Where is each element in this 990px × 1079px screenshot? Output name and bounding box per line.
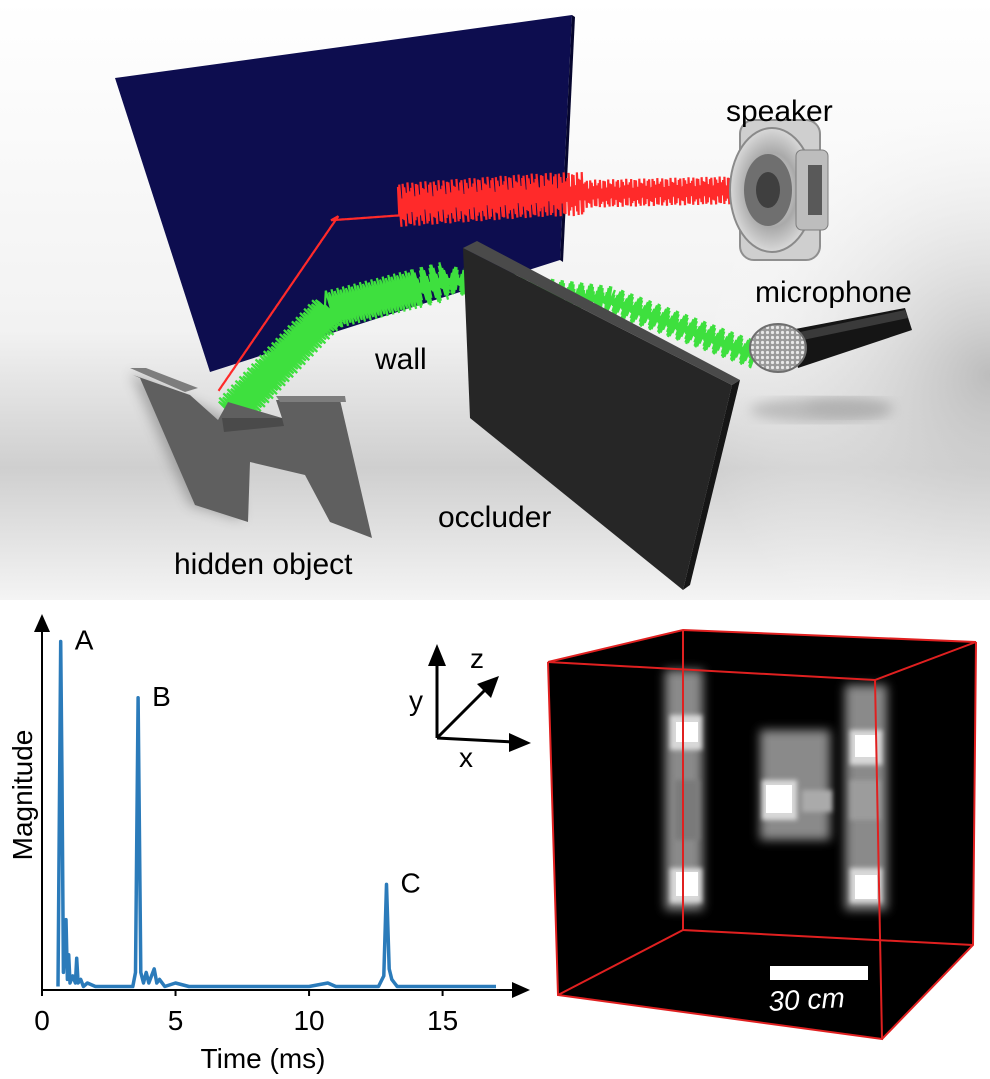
occluder-board — [463, 241, 890, 590]
annotation-a: A — [75, 625, 94, 656]
peak-annotations: A B C — [75, 625, 421, 899]
microphone-device — [749, 308, 912, 418]
axis-x-label: x — [459, 742, 473, 773]
volume-box-edges — [547, 628, 977, 1041]
hidden-object-shape — [130, 368, 372, 538]
microphone-label: microphone — [755, 276, 912, 309]
scale-bar-label: 30 cm — [768, 982, 846, 1017]
coordinate-axes-icon: y x z — [409, 643, 531, 773]
x-axis-arrow — [512, 982, 530, 998]
speaker-device — [729, 119, 829, 261]
annotation-b: B — [152, 681, 171, 712]
speaker-label: speaker — [726, 95, 833, 128]
x-tick-label: 5 — [168, 1005, 184, 1036]
scene-illustration: speaker microphone wall occluder hidden … — [0, 0, 990, 600]
hidden-object-label: hidden object — [174, 548, 353, 581]
axis-z-label: z — [470, 643, 484, 674]
echo-chart: 0 5 10 15 A B C Time (ms) Magnitude — [7, 614, 530, 1074]
axis-y-label: y — [409, 685, 423, 716]
x-tick-label: 10 — [293, 1005, 324, 1036]
x-tick-label: 15 — [427, 1005, 458, 1036]
x-axis-label: Time (ms) — [201, 1043, 326, 1074]
occluder-label: occluder — [438, 501, 551, 534]
x-tick-label: 0 — [34, 1005, 50, 1036]
y-axis-arrow — [34, 614, 50, 632]
x-tick-labels: 0 5 10 15 — [34, 990, 458, 1036]
scale-bar — [770, 966, 868, 980]
emitted-wave — [217, 172, 742, 392]
reconstructed-h-shape — [665, 670, 887, 910]
wall-label: wall — [374, 343, 427, 376]
reconstruction-volume: 30 cm — [547, 628, 977, 1041]
chart-axes — [34, 614, 530, 998]
series-line — [56, 639, 496, 989]
annotation-c: C — [401, 867, 421, 898]
y-axis-label: Magnitude — [7, 730, 38, 861]
